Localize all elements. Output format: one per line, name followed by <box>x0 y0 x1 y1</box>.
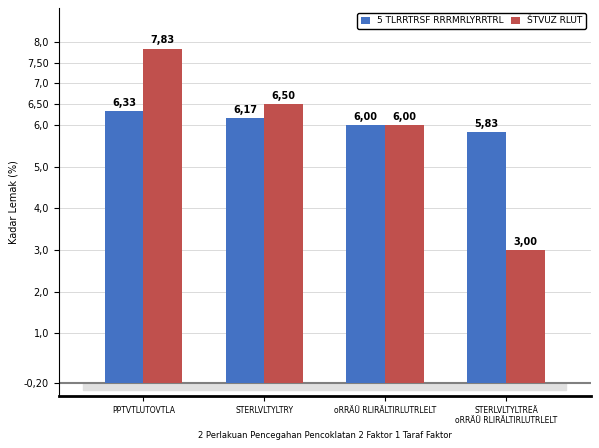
Bar <box>105 111 143 383</box>
Text: 3,00: 3,00 <box>513 237 537 247</box>
Bar <box>346 125 385 383</box>
Bar <box>226 118 264 383</box>
Text: 6,50: 6,50 <box>271 91 295 101</box>
Text: 6,33: 6,33 <box>112 98 136 108</box>
Bar <box>506 250 544 383</box>
Text: 6,00: 6,00 <box>354 112 378 122</box>
Bar <box>385 125 424 383</box>
Text: 5,83: 5,83 <box>474 119 499 129</box>
Legend: 5 TLRRTRSF RRRMRLYRRTRL, ŠTVUZ RLUT: 5 TLRRTRSF RRRMRLYRRTRL, ŠTVUZ RLUT <box>358 13 586 29</box>
Text: 6,17: 6,17 <box>233 105 257 115</box>
Y-axis label: Kadar Lemak (%): Kadar Lemak (%) <box>8 160 19 244</box>
Bar <box>467 132 506 383</box>
Bar <box>143 49 182 383</box>
Text: 7,83: 7,83 <box>150 35 175 45</box>
Bar <box>264 104 303 383</box>
Text: 6,00: 6,00 <box>392 112 416 122</box>
X-axis label: 2 Perlakuan Pencegahan Pencoklatan 2 Faktor 1 Taraf Faktor: 2 Perlakuan Pencegahan Pencoklatan 2 Fak… <box>198 431 452 439</box>
